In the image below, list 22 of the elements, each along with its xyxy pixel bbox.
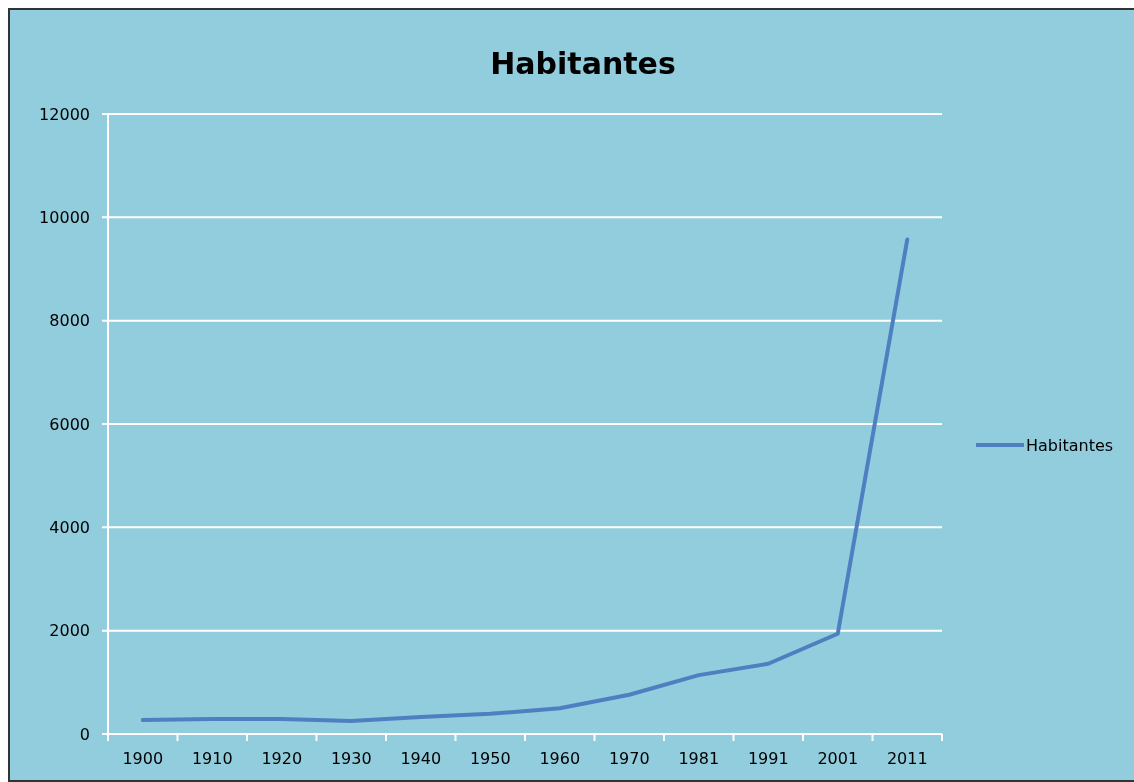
y-tick-label: 2000 bbox=[49, 621, 90, 641]
x-tick-label: 1920 bbox=[261, 749, 303, 768]
x-tick-label: 1940 bbox=[400, 749, 442, 768]
y-tick-label: 4000 bbox=[49, 517, 90, 537]
line-series bbox=[140, 237, 910, 724]
y-tick-label: 8000 bbox=[49, 311, 90, 331]
y-tick-label: 12000 bbox=[39, 104, 90, 124]
x-tick-label: 2011 bbox=[886, 749, 928, 768]
y-tick-label: 0 bbox=[79, 724, 90, 744]
x-tick-label: 2001 bbox=[817, 749, 859, 768]
x-tick-label: 1991 bbox=[747, 749, 789, 768]
x-tick-label: 1900 bbox=[122, 749, 164, 768]
x-tick-label: 1981 bbox=[678, 749, 720, 768]
legend-label: Habitantes bbox=[1026, 435, 1114, 455]
chart-title: Habitantes bbox=[490, 46, 676, 81]
y-tick-label: 6000 bbox=[49, 414, 90, 434]
x-tick-label: 1930 bbox=[330, 749, 372, 768]
x-tick-label: 1960 bbox=[539, 749, 581, 768]
y-tick-label: 10000 bbox=[39, 207, 90, 227]
x-tick-label: 1970 bbox=[608, 749, 650, 768]
x-tick-label: 1910 bbox=[191, 749, 233, 768]
x-tick-label: 1950 bbox=[469, 749, 511, 768]
